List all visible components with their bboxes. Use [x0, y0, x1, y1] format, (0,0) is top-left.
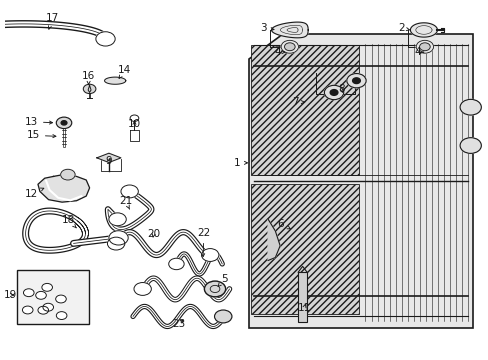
Text: 19: 19: [4, 290, 17, 300]
Circle shape: [43, 303, 53, 311]
Circle shape: [107, 237, 124, 250]
Circle shape: [42, 283, 52, 291]
Text: 10: 10: [128, 118, 141, 129]
Polygon shape: [104, 77, 125, 84]
Text: 23: 23: [172, 319, 185, 329]
Circle shape: [56, 312, 67, 319]
Circle shape: [22, 306, 33, 314]
Polygon shape: [409, 23, 437, 37]
Polygon shape: [97, 153, 121, 162]
Text: 8: 8: [338, 84, 345, 94]
Circle shape: [204, 281, 225, 297]
Text: 4: 4: [274, 47, 285, 57]
Text: 16: 16: [82, 71, 95, 85]
Circle shape: [56, 117, 72, 129]
Circle shape: [36, 291, 46, 299]
Circle shape: [38, 306, 48, 314]
Polygon shape: [38, 175, 89, 202]
Text: 15: 15: [27, 130, 56, 140]
Circle shape: [96, 32, 115, 46]
Circle shape: [61, 169, 75, 180]
Text: 4: 4: [413, 47, 423, 57]
Polygon shape: [88, 85, 91, 93]
Text: 17: 17: [46, 13, 59, 29]
Text: 7: 7: [291, 97, 304, 107]
Circle shape: [61, 121, 67, 125]
Circle shape: [459, 138, 480, 153]
Circle shape: [329, 90, 337, 95]
Circle shape: [23, 289, 34, 297]
Text: 9: 9: [105, 157, 112, 166]
FancyBboxPatch shape: [17, 270, 88, 324]
Text: 21: 21: [119, 197, 132, 209]
Circle shape: [346, 73, 366, 88]
Circle shape: [109, 231, 128, 245]
Text: 11: 11: [297, 303, 310, 313]
Circle shape: [415, 40, 433, 53]
Text: 5: 5: [218, 274, 227, 287]
Text: 6: 6: [277, 219, 290, 229]
Text: 12: 12: [25, 188, 44, 199]
Circle shape: [134, 283, 151, 296]
Circle shape: [201, 249, 219, 261]
Circle shape: [83, 84, 96, 94]
Circle shape: [281, 40, 298, 53]
Polygon shape: [298, 272, 306, 322]
Circle shape: [56, 295, 66, 303]
Text: 2: 2: [397, 23, 409, 33]
FancyBboxPatch shape: [251, 45, 358, 175]
Circle shape: [109, 213, 126, 226]
Circle shape: [419, 43, 429, 51]
Polygon shape: [267, 219, 280, 261]
FancyBboxPatch shape: [251, 184, 358, 314]
Text: 20: 20: [147, 229, 160, 239]
Circle shape: [130, 115, 139, 121]
Circle shape: [352, 78, 360, 84]
Circle shape: [121, 185, 138, 198]
Text: 22: 22: [197, 228, 210, 257]
Polygon shape: [271, 22, 307, 38]
Text: 1: 1: [233, 158, 247, 168]
Circle shape: [284, 43, 295, 51]
Text: 13: 13: [25, 117, 52, 127]
Text: 3: 3: [260, 23, 273, 33]
Circle shape: [214, 310, 231, 323]
Text: 14: 14: [118, 65, 131, 78]
Circle shape: [324, 85, 343, 100]
Circle shape: [459, 99, 480, 115]
Text: 18: 18: [62, 215, 76, 228]
Polygon shape: [248, 33, 472, 328]
Circle shape: [168, 258, 184, 270]
